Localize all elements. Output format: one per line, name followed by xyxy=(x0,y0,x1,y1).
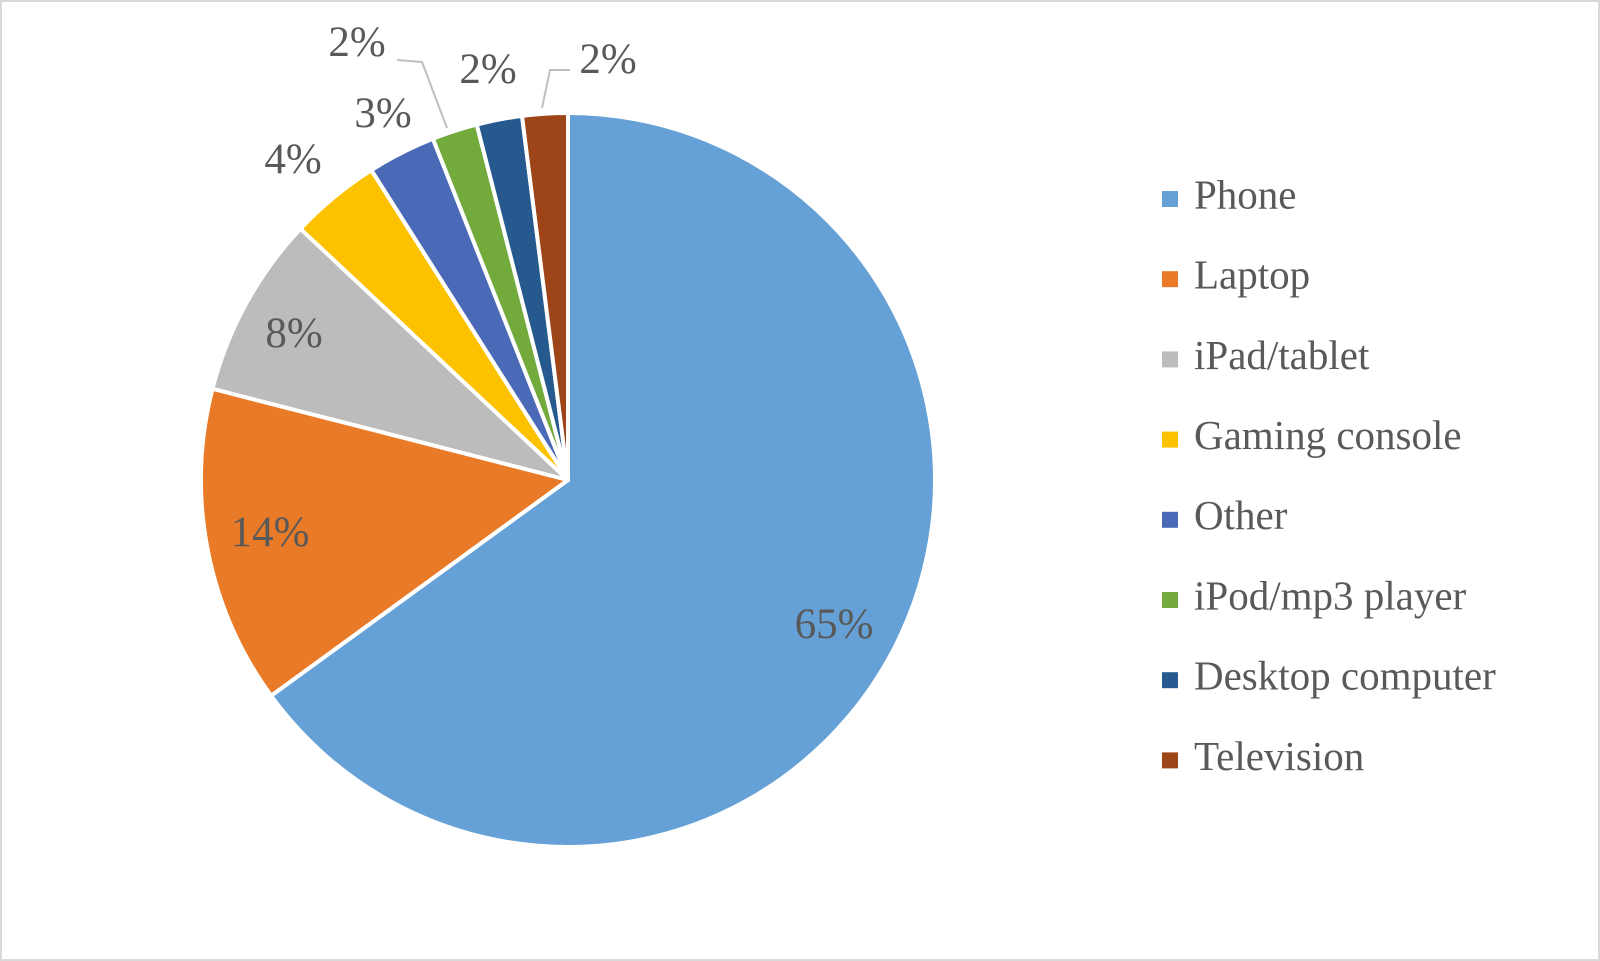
pie-slice xyxy=(199,386,570,698)
pie xyxy=(199,111,937,849)
legend-label: Phone xyxy=(1194,171,1297,217)
leader-line xyxy=(541,69,570,109)
data-label: 8% xyxy=(265,310,322,357)
data-label: 4% xyxy=(264,136,321,183)
legend: Phone Laptop iPad/tablet Gaming console Othe… xyxy=(1162,171,1496,779)
data-labels: 65% 14% 8% 4% 3% 2% 2% 2% xyxy=(231,19,874,648)
legend-swatch xyxy=(1162,752,1178,769)
legend-label: Television xyxy=(1194,733,1364,779)
pie-slice xyxy=(520,111,570,482)
legend-label: Other xyxy=(1194,492,1288,538)
legend-swatch xyxy=(1162,511,1178,528)
legend-label: Desktop computer xyxy=(1194,653,1496,699)
data-label: 3% xyxy=(354,90,411,137)
legend-swatch xyxy=(1162,351,1178,368)
legend-swatch xyxy=(1162,271,1178,288)
legend-label: Gaming console xyxy=(1194,412,1462,458)
pie-slice xyxy=(269,111,937,849)
legend-label: iPad/tablet xyxy=(1194,332,1370,378)
data-label: 2% xyxy=(459,46,516,93)
data-label: 14% xyxy=(231,509,310,556)
legend-swatch xyxy=(1162,672,1178,689)
pie-slice xyxy=(210,226,570,482)
legend-swatch xyxy=(1162,431,1178,448)
data-label: 65% xyxy=(795,601,874,648)
legend-swatch xyxy=(1162,592,1178,608)
legend-label: Laptop xyxy=(1194,252,1310,298)
leader-line xyxy=(396,59,448,129)
data-label: 2% xyxy=(328,19,385,66)
legend-label: iPod/mp3 player xyxy=(1194,572,1467,618)
legend-swatch xyxy=(1162,191,1178,207)
data-label: 2% xyxy=(579,36,636,83)
